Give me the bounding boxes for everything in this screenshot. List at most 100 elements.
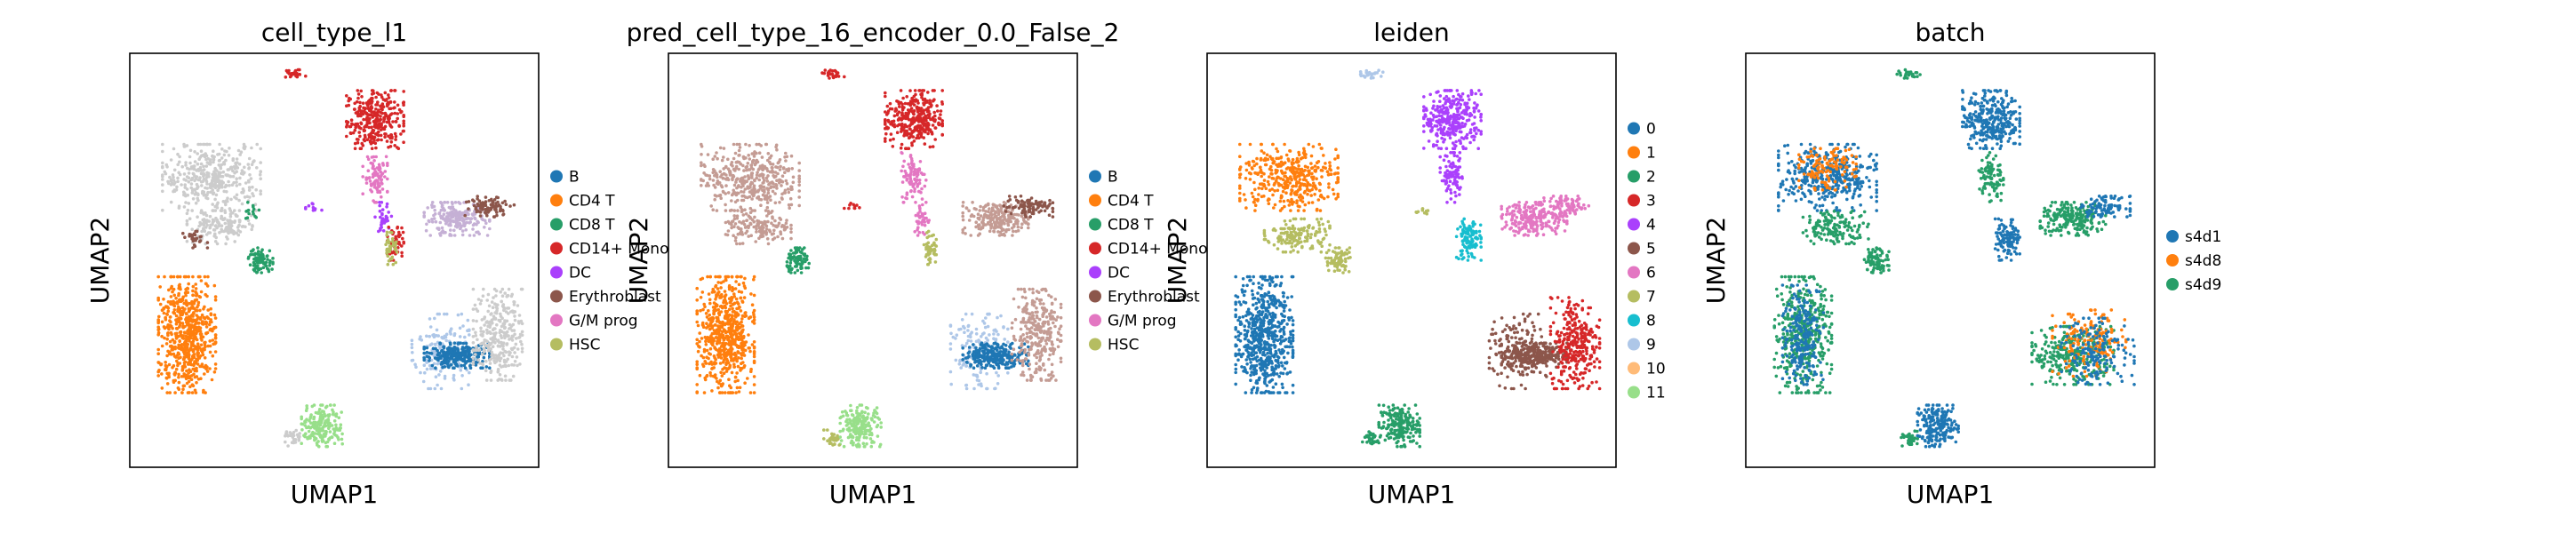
data-point (476, 195, 479, 198)
data-point (503, 374, 508, 378)
data-point (976, 234, 980, 237)
data-point (205, 196, 210, 201)
data-point (460, 312, 464, 316)
data-point (477, 348, 482, 352)
data-point (345, 120, 348, 123)
data-point (393, 100, 396, 104)
data-point (820, 71, 825, 76)
data-point (247, 222, 252, 226)
data-point (370, 147, 374, 150)
data-point (202, 173, 206, 177)
data-point (414, 365, 418, 370)
data-point (216, 153, 220, 156)
data-point (372, 110, 376, 114)
data-point (187, 179, 191, 184)
data-point (296, 434, 300, 439)
data-point (982, 216, 986, 219)
data-point (202, 388, 205, 393)
data-point (735, 386, 740, 390)
data-point (785, 155, 789, 159)
data-point (156, 370, 160, 374)
data-point (172, 340, 177, 344)
data-point (165, 312, 169, 316)
data-point (169, 200, 173, 204)
data-point (752, 383, 756, 386)
data-point (903, 123, 908, 127)
data-point (213, 367, 218, 370)
data-point (455, 213, 460, 217)
data-point (884, 131, 888, 136)
data-point (422, 351, 427, 355)
data-point (995, 205, 999, 210)
data-point (440, 204, 444, 209)
data-point (237, 198, 241, 203)
data-point (909, 189, 913, 193)
data-point (168, 315, 172, 319)
data-point (468, 329, 471, 332)
data-point (769, 186, 772, 190)
data-point (332, 410, 335, 414)
data-point (705, 326, 708, 330)
data-point (360, 95, 364, 99)
data-point (759, 226, 764, 229)
data-point (394, 134, 398, 139)
data-point (906, 114, 909, 117)
data-point (196, 162, 200, 166)
data-point (259, 266, 263, 271)
data-point (401, 236, 404, 241)
data-point (439, 202, 444, 205)
data-point (516, 363, 519, 368)
data-point (823, 68, 828, 72)
data-point (790, 167, 794, 171)
data-point (928, 145, 932, 149)
data-point (900, 118, 904, 122)
data-point (383, 175, 387, 179)
data-point (374, 201, 379, 204)
data-point (484, 359, 488, 363)
data-point (499, 334, 503, 338)
data-point (239, 150, 244, 154)
data-point (284, 76, 288, 79)
data-point (388, 250, 392, 254)
data-point (380, 178, 384, 181)
data-point (158, 302, 163, 306)
data-point (379, 170, 383, 174)
data-point (421, 379, 426, 384)
data-point (226, 196, 229, 200)
data-point (449, 207, 452, 211)
data-point (748, 346, 751, 350)
data-point (205, 246, 210, 250)
data-point (734, 235, 738, 240)
data-point (209, 306, 212, 311)
data-point (188, 161, 192, 165)
data-point (356, 96, 360, 100)
data-point (218, 158, 221, 163)
data-point (460, 386, 464, 391)
data-point (748, 190, 752, 194)
data-point (223, 209, 227, 212)
data-point (900, 112, 904, 115)
data-point (491, 338, 495, 342)
data-point (900, 169, 903, 173)
data-point (908, 165, 912, 170)
data-point (227, 179, 230, 184)
data-point (386, 162, 389, 165)
data-point (508, 378, 512, 382)
data-point (484, 211, 487, 214)
data-point (916, 178, 919, 182)
data-point (719, 196, 723, 200)
data-point (169, 183, 173, 187)
data-point (177, 171, 180, 175)
data-point (743, 208, 747, 211)
data-point (782, 191, 786, 195)
data-point (506, 357, 509, 362)
data-point (233, 219, 237, 223)
data-point (174, 187, 179, 192)
data-point (498, 319, 502, 323)
data-point (899, 146, 903, 150)
data-point (742, 222, 747, 227)
data-point (932, 110, 936, 115)
umap-panel-1: pred_cell_type_16_encoder_0.0_False_2UMA… (624, 18, 1207, 509)
data-point (749, 292, 753, 296)
data-point (902, 175, 906, 179)
